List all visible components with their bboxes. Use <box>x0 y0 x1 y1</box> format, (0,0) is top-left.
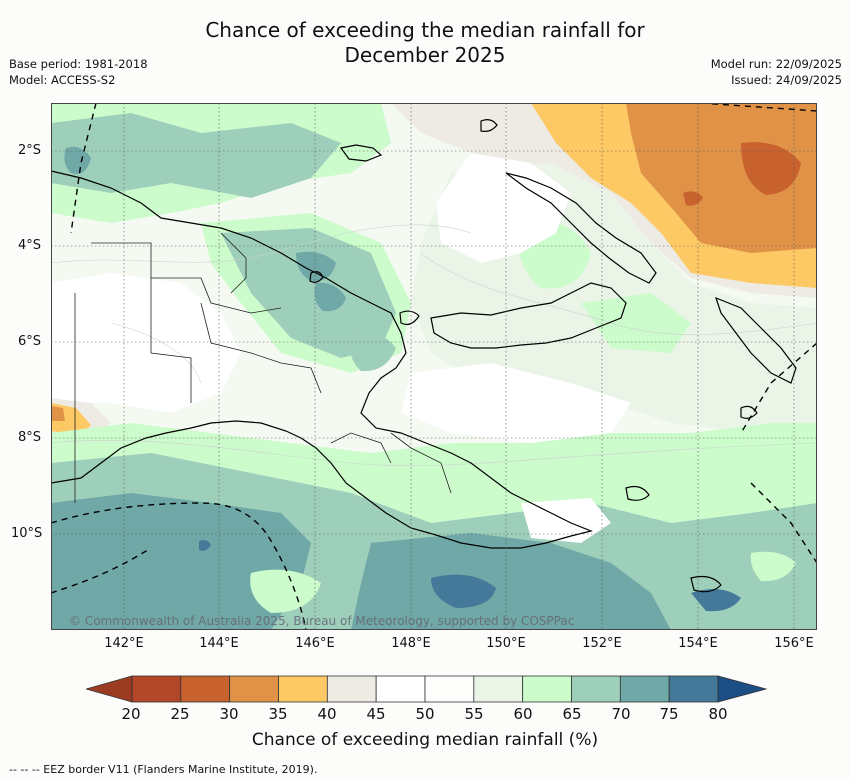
shading-75-s <box>351 533 671 630</box>
island-4 <box>625 485 650 501</box>
png-mainland-outline <box>51 170 593 549</box>
colorbar-cell <box>473 675 524 703</box>
issued-date: Issued: 24/09/2025 <box>731 73 842 87</box>
colorbar-cell <box>668 675 719 703</box>
shading-75-center-w-2 <box>314 282 346 312</box>
colorbar-cell <box>619 675 670 703</box>
lat-label-6s: 6°S <box>18 334 42 349</box>
island-5 <box>690 575 722 593</box>
lon-label-150e: 150°E <box>486 636 526 651</box>
map-svg <box>51 103 817 630</box>
new-britain-outline <box>430 282 627 349</box>
shading-70-nw <box>51 113 341 198</box>
title-line-2: December 2025 <box>344 43 506 67</box>
map-frame <box>51 103 817 630</box>
lat-label-10s: 10°S <box>11 526 43 541</box>
shading-75-sw <box>51 493 311 630</box>
meta-right: Model run: 22/09/2025 Issued: 24/09/2025 <box>711 56 842 88</box>
lon-label-142e: 142°E <box>104 636 144 651</box>
colorbar-cell <box>180 675 231 703</box>
shading-80-s <box>431 574 496 608</box>
shading-25-ne <box>741 142 801 195</box>
coastlines <box>51 119 797 593</box>
lon-label-152e: 152°E <box>582 636 622 651</box>
colorbar-cell <box>571 675 621 703</box>
title-line-1: Chance of exceeding the median rainfall … <box>205 18 645 42</box>
shading-75-center-w-1 <box>296 251 336 282</box>
eez-borders <box>51 103 817 630</box>
manus-outline <box>339 144 383 162</box>
shading-65-se-spot <box>750 551 796 582</box>
shading-30-ne <box>626 103 817 253</box>
colorbar-over-arrow <box>717 675 768 703</box>
new-ireland-outline <box>505 172 657 284</box>
shading-50-core <box>436 153 571 263</box>
island-2 <box>399 310 420 326</box>
colorbar-tick-45: 45 <box>366 705 386 723</box>
shading-75-nw-spot <box>64 146 91 174</box>
colorbar-under-arrow <box>86 675 133 703</box>
shading-70-center-w <box>221 228 396 358</box>
shading-80-sw-spot <box>199 540 211 551</box>
colorbar-tick-75: 75 <box>659 705 679 723</box>
island-6 <box>740 405 758 419</box>
colorbar-tick-30: 30 <box>219 705 239 723</box>
colorbar-cell <box>326 675 377 703</box>
lat-label-4s: 4°S <box>18 238 42 253</box>
colorbar-tick-20: 20 <box>121 705 141 723</box>
island-3 <box>309 271 324 283</box>
shading-50-west <box>51 273 241 413</box>
colorbar-tick-65: 65 <box>562 705 582 723</box>
province-borders <box>74 232 452 503</box>
colorbar-tick-70: 70 <box>611 705 631 723</box>
shading-30-west-spot <box>51 406 65 421</box>
island-1 <box>480 119 498 132</box>
colorbar-cell <box>278 675 328 703</box>
colorbar-cell <box>229 675 279 703</box>
copyright-notice: © Commonwealth of Australia 2025, Bureau… <box>69 614 575 628</box>
colorbar-cell <box>424 675 475 703</box>
colorbar-tick-80: 80 <box>708 705 728 723</box>
shading-50-center <box>401 363 631 443</box>
shading-65-s-spot <box>250 569 321 613</box>
contour-lines <box>51 224 817 467</box>
lon-label-154e: 154°E <box>678 636 718 651</box>
colorbar-cell <box>522 675 572 703</box>
colorbar-tick-40: 40 <box>317 705 337 723</box>
colorbar-cell <box>375 675 426 703</box>
bougainville-outline <box>715 296 797 384</box>
lon-label-148e: 148°E <box>391 636 431 651</box>
colorbar-tick-55: 55 <box>464 705 484 723</box>
eez-legend-note: -- -- -- EEZ border V11 (Flanders Marine… <box>9 763 318 776</box>
lon-label-156e: 156°E <box>774 636 814 651</box>
model-name: Model: ACCESS-S2 <box>9 73 116 87</box>
model-run: Model run: 22/09/2025 <box>710 57 842 71</box>
chart-title: Chance of exceeding the median rainfall … <box>0 18 850 68</box>
forecast-map: © Commonwealth of Australia 2025, Bureau… <box>51 103 817 630</box>
colorbar-cells <box>131 675 719 703</box>
lon-label-144e: 144°E <box>199 636 239 651</box>
lat-label-2s: 2°S <box>18 143 42 158</box>
colorbar-cell <box>131 675 182 703</box>
colorbar-tick-25: 25 <box>170 705 190 723</box>
shading-80-se <box>691 589 741 612</box>
lon-label-146e: 146°E <box>295 636 335 651</box>
shading-65-mid-2 <box>581 293 691 353</box>
shading-25-ne-small <box>683 191 703 206</box>
colorbar-tick-60: 60 <box>513 705 533 723</box>
colorbar <box>86 675 768 703</box>
colorbar-tick-50: 50 <box>415 705 435 723</box>
meta-left: Base period: 1981-2018 Model: ACCESS-S2 <box>9 56 148 88</box>
base-period: Base period: 1981-2018 <box>9 57 148 71</box>
lat-label-8s: 8°S <box>18 430 42 445</box>
colorbar-label: Chance of exceeding median rainfall (%) <box>251 730 599 750</box>
colorbar-tick-35: 35 <box>268 705 288 723</box>
